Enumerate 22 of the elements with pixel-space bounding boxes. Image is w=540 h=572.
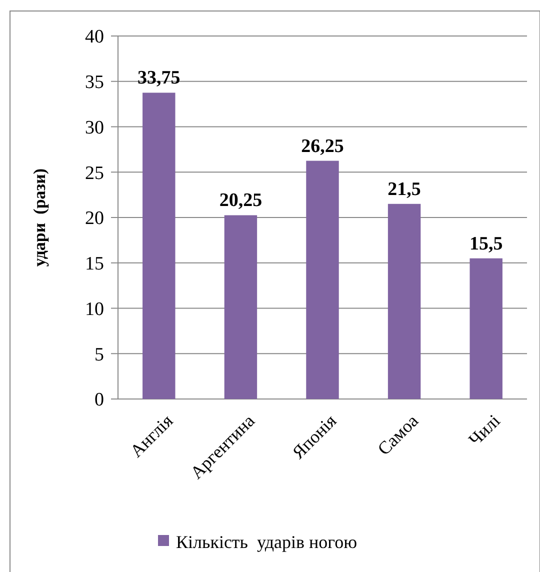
data-label: 33,75 [138,68,180,89]
data-label: 26,25 [301,136,344,157]
y-tick-label: 10 [85,298,104,320]
y-tick-label: 30 [85,117,104,138]
y-tick-label: 35 [85,72,104,94]
bar [306,160,339,399]
bar [142,92,176,399]
bar [224,215,258,399]
y-tick-label: 5 [94,344,104,366]
y-tick-label: 0 [94,390,104,411]
y-axis-title: удари (рази) [30,168,49,267]
y-tick-label: 25 [85,162,104,184]
y-tick-label: 15 [85,254,104,275]
legend-label: Кількість ударів ногою [176,532,358,552]
bar [388,204,421,399]
data-label: 20,25 [219,190,262,212]
y-tick-label: 40 [85,26,104,48]
x-tick-label: Чилі [464,410,504,450]
data-label: 21,5 [388,178,421,200]
data-label: 15,5 [469,233,503,254]
y-tick-label: 20 [85,208,104,230]
bar [470,258,502,399]
